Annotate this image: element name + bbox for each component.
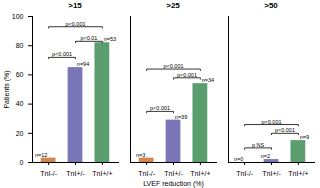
svg-text:TnI-/-: TnI-/-	[40, 170, 57, 177]
svg-text:p<0.001: p<0.001	[275, 127, 295, 133]
svg-text:p<0.01: p<0.01	[80, 35, 97, 41]
svg-text:TnI+/-: TnI+/-	[262, 170, 281, 177]
svg-text:TnI+/+: TnI+/+	[190, 170, 210, 177]
svg-text:n=39: n=39	[175, 114, 187, 120]
svg-text:n=94: n=94	[77, 61, 89, 67]
svg-text:TnI+/-: TnI+/-	[66, 170, 85, 177]
svg-text:0: 0	[20, 159, 24, 166]
svg-text:20: 20	[16, 130, 24, 137]
svg-text:n=34: n=34	[202, 77, 214, 83]
svg-text:n=2: n=2	[261, 153, 270, 159]
svg-text:TnI+/-: TnI+/-	[164, 170, 183, 177]
svg-text:n=9: n=9	[300, 134, 309, 140]
svg-text:TnI+/+: TnI+/+	[288, 170, 308, 177]
svg-text:TnI-/-: TnI-/-	[138, 170, 155, 177]
svg-text:100: 100	[12, 13, 24, 20]
svg-text:60: 60	[16, 71, 24, 78]
svg-text:n=53: n=53	[104, 36, 116, 42]
html-text:>15: >15	[68, 1, 82, 10]
svg-text:Patients (%): Patients (%)	[3, 70, 11, 108]
svg-text:p<0.001: p<0.001	[150, 105, 170, 111]
html-text:>50: >50	[264, 1, 278, 10]
svg-text:TnI-/-: TnI-/-	[236, 170, 253, 177]
svg-text:LVEF reduction (%): LVEF reduction (%)	[143, 180, 204, 188]
svg-text:p NS: p NS	[252, 142, 265, 148]
svg-text:TnI+/+: TnI+/+	[92, 170, 112, 177]
svg-text:n=12: n=12	[35, 152, 47, 158]
svg-text:p<0.001: p<0.001	[163, 63, 183, 69]
svg-text:n=0: n=0	[234, 156, 243, 162]
svg-text:80: 80	[16, 42, 24, 49]
svg-text:n=3: n=3	[136, 152, 145, 158]
svg-text:p<0.001: p<0.001	[177, 72, 197, 78]
html-text:>25: >25	[166, 1, 180, 10]
svg-text:p<0.001: p<0.001	[261, 119, 281, 125]
svg-text:p<0.001: p<0.001	[65, 21, 85, 27]
svg-text:p<0.001: p<0.001	[52, 51, 72, 57]
svg-text:40: 40	[16, 100, 24, 107]
